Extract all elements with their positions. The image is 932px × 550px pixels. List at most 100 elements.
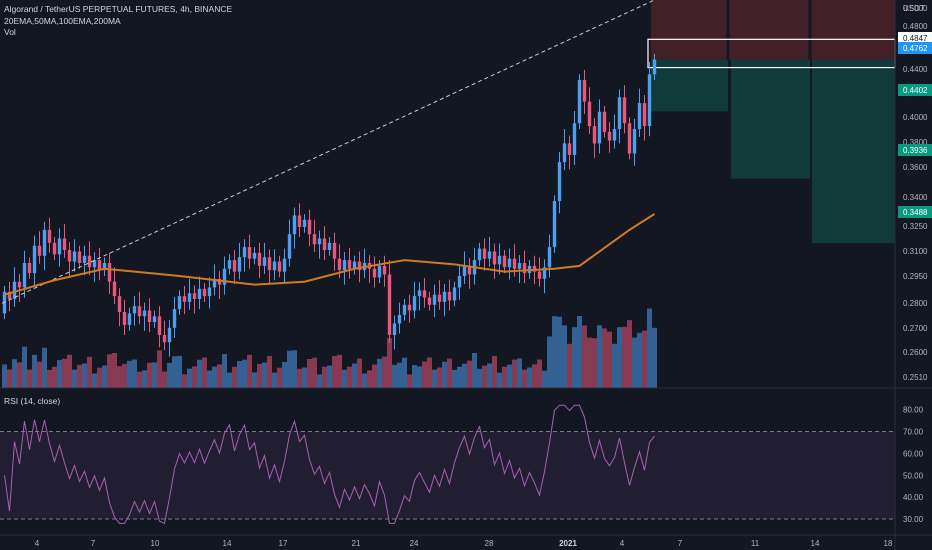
candle-body [27,262,32,274]
volume-bar [2,364,7,388]
volume-bar [112,353,117,388]
volume-bar [457,366,462,388]
volume-bar [647,308,652,388]
candle-body [552,201,557,248]
candle-body [562,143,567,163]
rsi-tick-label: 50.00 [903,471,924,480]
candle-body [157,316,162,336]
volume-bar [207,370,212,388]
candle-body [282,258,287,272]
volume-bar [102,365,107,388]
volume-bar [297,368,302,388]
candle-body [437,294,442,302]
time-tick-label: 21 [352,539,361,548]
candle-body [222,268,227,285]
volume-bar [572,327,577,388]
volume-bar [472,353,477,388]
candle-body [7,291,12,300]
price-label-bg [898,32,932,44]
volume-bar [447,358,452,388]
candle-body [407,304,412,311]
candle-body [642,103,647,127]
rsi-band [0,431,895,520]
candle-body [422,290,427,298]
target-zone-2 [731,59,810,179]
candle-body [482,248,487,259]
volume-bar [417,366,422,388]
volume-bar [352,363,357,388]
time-tick-label: 17 [279,539,288,548]
volume-bar [97,367,102,388]
candle-body [257,252,262,266]
candle-body [162,335,167,343]
candle-body [327,242,332,251]
candle-body [627,123,632,154]
volume-bar [492,355,497,388]
volume-bar [217,364,222,388]
candle-body [147,310,152,323]
candle-body [652,59,657,75]
candle-body [202,288,207,297]
price-tick-label: 0.2700 [903,324,928,333]
volume-bar [622,326,627,388]
volume-bar [317,374,322,388]
time-tick-label: 14 [223,539,232,548]
volume-bar [597,325,602,388]
candle-body [97,260,102,271]
candle-body [442,291,447,302]
candle-body [287,234,292,259]
currency-label: USDT [903,4,925,13]
candle-body [572,123,577,155]
volume-bar [362,373,367,388]
volume-bar [402,357,407,388]
price-tick-label: 0.4400 [903,65,928,74]
candle-body [137,306,142,317]
candle-body [217,278,222,285]
indicator-legend[interactable]: 20EMA,50MA,100EMA,200MA [4,16,121,26]
volume-bar [367,370,372,388]
time-tick-label: 2021 [559,539,577,548]
volume-bar [267,355,272,388]
rsi-tick-label: 40.00 [903,493,924,502]
candle-body [467,265,472,275]
volume-bar [607,331,612,388]
candle-body [492,251,497,265]
volume-bar [612,343,617,388]
volume-bar [592,338,597,388]
volume-bar [382,356,387,388]
candles-layer [2,53,657,357]
candle-body [102,262,107,271]
volume-bar [517,358,522,388]
time-tick-label: 11 [751,539,760,548]
candle-body [542,267,547,279]
volume-bar [487,363,492,388]
volume-bar [7,369,12,388]
candle-body [317,238,322,245]
volume-bar [152,362,157,388]
ema-line [4,213,656,296]
candle-body [497,255,502,265]
candle-body [22,262,27,288]
price-tick-label: 0.3600 [903,163,928,172]
price-tick-label: 0.4000 [903,113,928,122]
volume-bar [387,338,392,388]
candle-body [597,111,602,144]
volume-bar [287,350,292,388]
candle-body [402,304,407,315]
volume-bar [232,366,237,388]
candle-body [532,265,537,272]
candle-body [262,257,267,266]
rsi-legend[interactable]: RSI (14, close) [4,396,61,406]
volume-bar [452,369,457,388]
volume-bar [242,359,247,388]
volume-bar [37,361,42,388]
candle-body [122,311,127,325]
volume-bar [567,343,572,388]
candle-body [212,278,217,288]
candle-body [487,251,492,259]
candle-body [12,281,17,300]
volume-legend[interactable]: Vol [4,27,16,37]
candle-body [57,238,62,255]
candle-body [322,238,327,251]
